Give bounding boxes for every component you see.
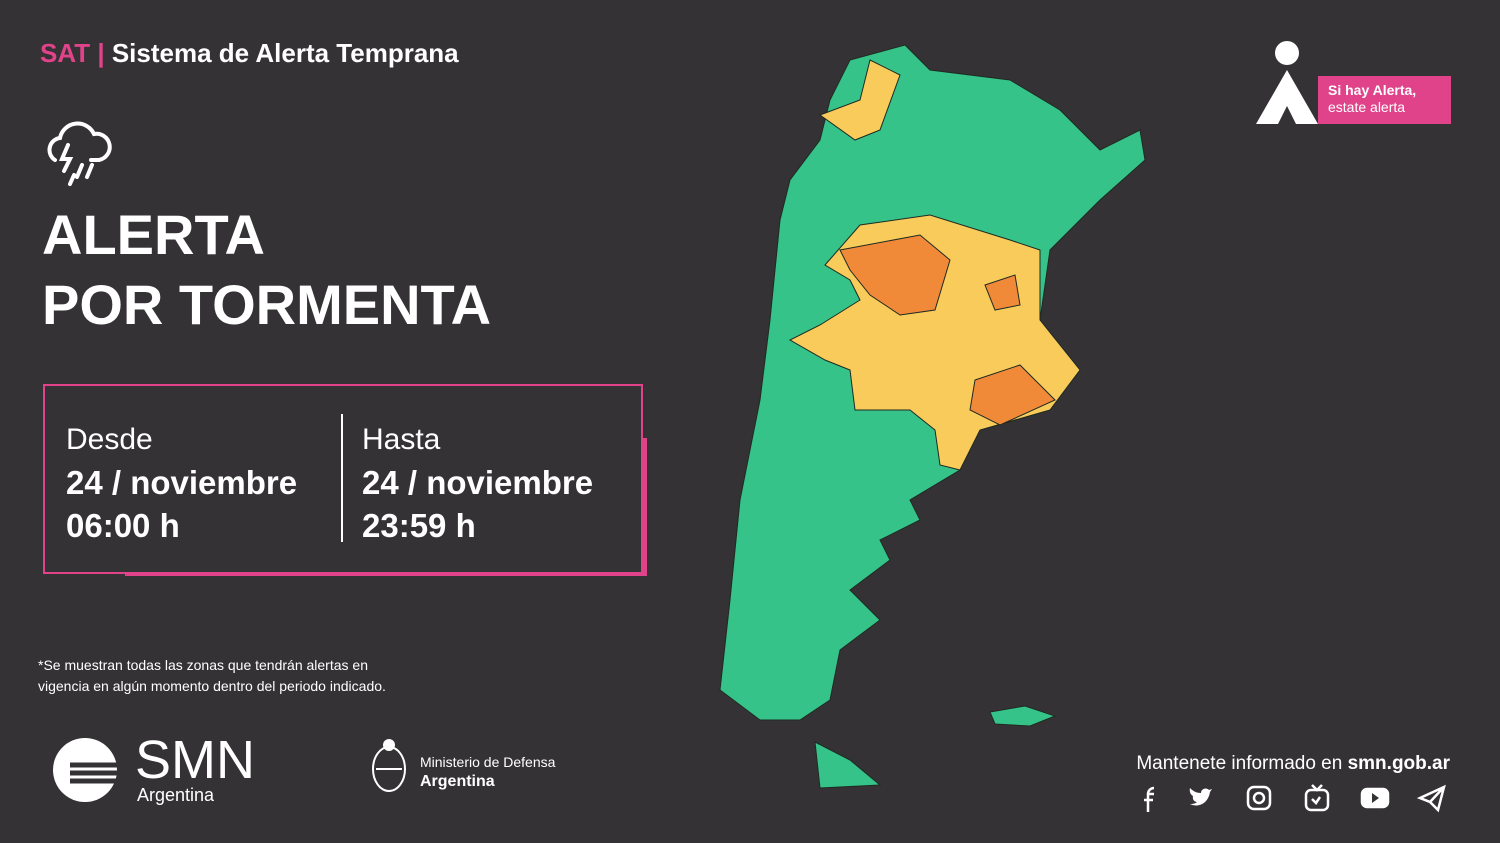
from: Desde 24 / noviembre 06:00 h: [66, 418, 297, 547]
contact-text: Mantenete informado en: [1136, 753, 1343, 774]
telegram[interactable]: [1416, 784, 1446, 813]
contact: Mantenete informado en smn.gob.ar: [1136, 753, 1450, 775]
badge-icon: [1256, 41, 1318, 124]
social-icons: [1144, 784, 1446, 813]
to: Hasta 24 / noviembre 23:59 h: [362, 418, 593, 547]
divider: [341, 414, 343, 542]
ministry-name: Ministerio de Defensa: [420, 754, 556, 770]
badge: Si hay Alerta, estate alerta: [1318, 76, 1451, 124]
region-orange: [984, 274, 1021, 311]
instagram[interactable]: [1246, 785, 1272, 811]
storm-icon: [47, 121, 112, 186]
ministry-shield: [372, 739, 406, 792]
smn-country: Argentina: [137, 785, 215, 805]
map: [719, 44, 1146, 789]
facebook[interactable]: [1144, 786, 1155, 812]
twitter[interactable]: [1189, 788, 1212, 806]
alert-title: ALERTA POR TORMENTA: [42, 200, 491, 340]
brand: SAT: [40, 38, 91, 68]
youtube[interactable]: [1360, 787, 1390, 809]
title-line: POR TORMENTA: [42, 273, 492, 336]
smn-logo-mark: [53, 738, 130, 802]
region-yellow: [818, 59, 901, 141]
from-date: 24 / noviembre: [66, 464, 298, 501]
header: SAT | Sistema de Alerta Temprana: [40, 38, 459, 69]
to-label: Hasta: [362, 423, 441, 456]
ministry-country: Argentina: [420, 773, 495, 790]
badge-line: Si hay Alerta,: [1328, 82, 1417, 98]
footnote-line: *Se muestran todas las zonas que tendrán…: [38, 657, 368, 673]
period-box: [43, 384, 643, 574]
to-time: 23:59 h: [362, 507, 476, 544]
separator: |: [97, 38, 105, 68]
from-label: Desde: [66, 423, 153, 456]
from-time: 06:00 h: [66, 507, 180, 544]
to-date: 24 / noviembre: [362, 464, 594, 501]
header-title: Sistema de Alerta Temprana: [111, 38, 459, 68]
badge-line: estate alerta: [1328, 99, 1406, 115]
region-green: [814, 741, 882, 789]
footnote-line: vigencia en algún momento dentro del per…: [38, 678, 386, 694]
footnote: *Se muestran todas las zonas que tendrán…: [38, 655, 386, 697]
region-orange: [969, 364, 1056, 426]
ministry: Ministerio de Defensa Argentina: [420, 752, 555, 792]
region-green: [989, 705, 1057, 727]
smn: SMN: [135, 730, 255, 790]
title-line: ALERTA: [42, 203, 265, 266]
region-orange: [839, 234, 951, 316]
igtv[interactable]: [1304, 784, 1330, 812]
contact-site[interactable]: smn.gob.ar: [1347, 753, 1450, 774]
